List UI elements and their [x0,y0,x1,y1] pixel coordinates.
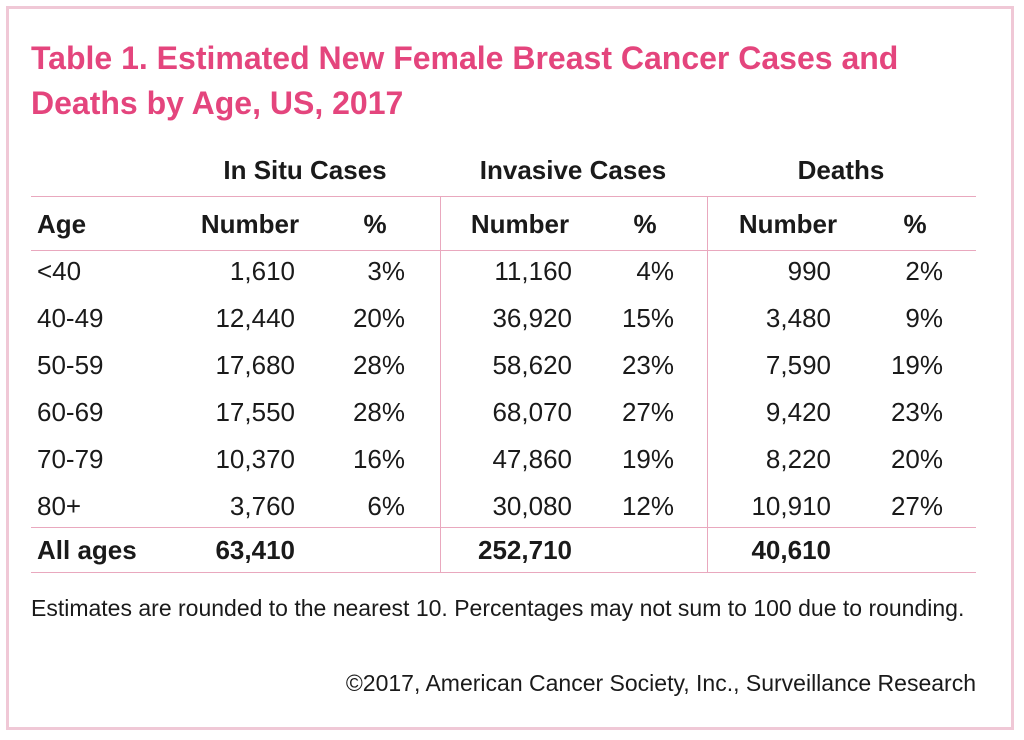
column-group-invasive: Invasive Cases [479,155,667,185]
column-header: Number [738,209,838,239]
column-header: Number [200,209,300,239]
footnote: Estimates are rounded to the nearest 10.… [31,595,965,621]
column-header: Age [37,209,87,239]
table-cell: 6% [367,491,405,521]
row-age-label: 70-79 [37,444,104,474]
table-frame [6,6,1014,730]
row-age-label: <40 [37,256,82,286]
table-cell: 7,590 [765,350,831,380]
table-cell: 58,620 [492,350,572,380]
column-divider-deaths [707,196,708,572]
total-rule [31,527,976,528]
table-cell: 10,910 [751,491,831,521]
column-header: Number [470,209,570,239]
table-cell: 68,070 [492,397,572,427]
table-cell: 990 [787,256,831,286]
column-group-deaths: Deaths [797,155,885,185]
table-cell: 27% [890,491,943,521]
header-rule [31,196,976,197]
table-cell: 28% [352,397,405,427]
table-cell: 30,080 [492,491,572,521]
column-group-in-situ: In Situ Cases [223,155,387,185]
table-cell: 16% [352,444,405,474]
table-cell: 1,610 [229,256,295,286]
table-cell: 12,440 [215,303,295,333]
column-divider-invasive [440,196,441,572]
row-age-label: 60-69 [37,397,104,427]
table-cell: 36,920 [492,303,572,333]
table-cell: 15% [621,303,674,333]
table-title: Table 1. Estimated New Female Breast Can… [31,40,899,121]
table-cell: 19% [890,350,943,380]
table-cell: 3% [367,256,405,286]
table-cell: 20% [890,444,943,474]
table-cell: 9% [905,303,943,333]
column-header: % [903,209,927,239]
table-cell: 2% [905,256,943,286]
table-cell: 23% [890,397,943,427]
column-header: % [363,209,387,239]
row-age-label: 40-49 [37,303,104,333]
column-header: % [633,209,657,239]
table-cell: 28% [352,350,405,380]
total-cell: 63,410 [215,535,295,565]
table-cell: 23% [621,350,674,380]
table-cell: 20% [352,303,405,333]
table-cell: 11,160 [494,256,572,286]
table-cell: 10,370 [215,444,295,474]
table-cell: 12% [621,491,674,521]
row-age-label: 80+ [37,491,82,521]
table-cell: 3,480 [765,303,831,333]
row-age-label: 50-59 [37,350,104,380]
copyright: ©2017, American Cancer Society, Inc., Su… [345,670,976,696]
table-cell: 4% [636,256,674,286]
table-cell: 27% [621,397,674,427]
table-cell: 9,420 [765,397,831,427]
bottom-rule [31,572,976,573]
table-cell: 17,550 [215,397,295,427]
table-cell: 19% [621,444,674,474]
table-cell: 17,680 [215,350,295,380]
table-cell: 3,760 [229,491,295,521]
column-header-rule [31,250,976,251]
total-cell: 252,710 [478,535,572,565]
total-cell: 40,610 [751,535,831,565]
table-cell: 8,220 [765,444,831,474]
table-cell: 47,860 [492,444,572,474]
total-row-label: All ages [37,535,137,565]
